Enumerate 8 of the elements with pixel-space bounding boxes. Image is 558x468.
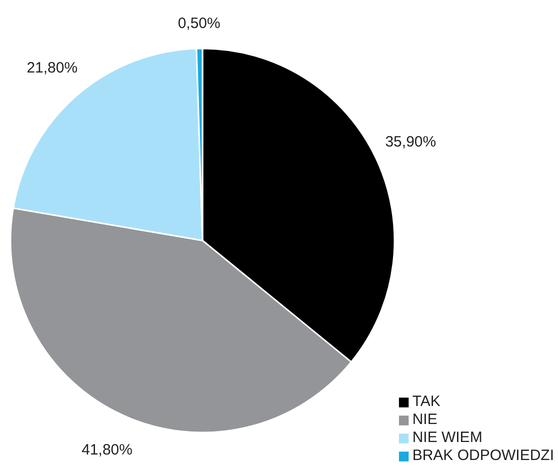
data-label: 21,80% <box>26 59 78 76</box>
data-label: 41,80% <box>82 442 132 459</box>
data-label: 35,90% <box>385 133 436 150</box>
legend-label: NIE <box>412 411 438 428</box>
legend-label: NIE WIEM <box>412 429 482 446</box>
legend-label: TAK <box>412 393 440 410</box>
legend-label: BRAK ODPOWIEDZI <box>412 447 554 464</box>
data-label: 0,50% <box>178 15 220 32</box>
